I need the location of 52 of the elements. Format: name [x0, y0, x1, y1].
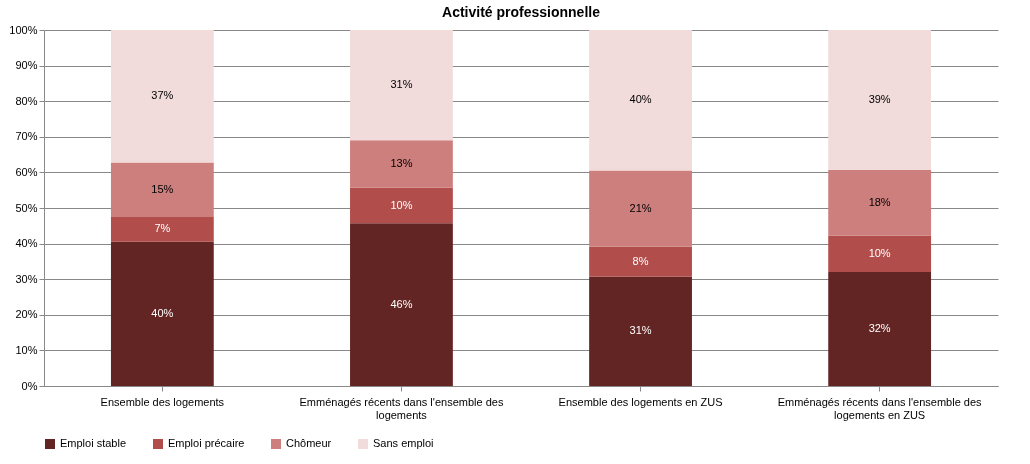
data-label: 21%: [629, 201, 652, 214]
bar: [110, 30, 214, 163]
bar: [828, 30, 932, 170]
bar: [589, 30, 692, 171]
y-tick-label: 0%: [21, 379, 38, 392]
y-tick-label: 80%: [15, 94, 38, 107]
data-label: 18%: [868, 195, 891, 208]
data-label: 31%: [629, 324, 652, 337]
data-label: 31%: [390, 78, 413, 91]
y-tick-label: 50%: [15, 201, 38, 214]
bar: [350, 187, 453, 224]
y-tick-label: 10%: [15, 343, 38, 356]
y-tick-label: 100%: [9, 23, 38, 36]
bar: [828, 272, 932, 386]
data-label: 39%: [868, 92, 891, 105]
bar: [110, 216, 214, 242]
x-tick-label: Emménagés récents dans l'ensemble des logements en ZUS: [777, 395, 983, 421]
legend-label: Chômeur: [286, 437, 332, 449]
bar: [589, 276, 692, 386]
data-label: 37%: [151, 89, 174, 102]
legend-label: Sans emploi: [373, 437, 434, 449]
data-label: 10%: [390, 198, 413, 211]
y-tick-label: 70%: [15, 130, 38, 143]
legend-label: Emploi stable: [60, 437, 127, 449]
bar: [828, 235, 932, 273]
y-tick-label: 30%: [15, 272, 38, 285]
bar: [828, 169, 932, 236]
bar: [110, 241, 214, 386]
bar: [350, 140, 453, 188]
data-label: 15%: [151, 182, 174, 195]
x-tick-label: Emménagés récents dans l'ensemble des logements: [299, 395, 504, 421]
y-tick-label: 40%: [15, 237, 38, 250]
bar: [350, 223, 453, 386]
data-label: 40%: [151, 306, 174, 319]
data-label: 46%: [390, 297, 413, 310]
bar: [589, 170, 692, 247]
x-tick-label: Ensemble des logements: [100, 395, 225, 408]
chart-title: Activité professionnelle: [442, 4, 601, 20]
bar: [350, 30, 453, 141]
data-label: 10%: [868, 246, 891, 259]
y-tick-label: 20%: [15, 308, 38, 321]
data-label: 13%: [390, 157, 413, 170]
bar: [110, 162, 214, 217]
data-label: 32%: [868, 322, 891, 335]
y-tick-label: 60%: [15, 165, 38, 178]
data-label: 40%: [629, 93, 652, 106]
data-label: 8%: [632, 254, 649, 267]
bar: [589, 246, 692, 277]
x-tick-label: Ensemble des logements en ZUS: [558, 395, 723, 408]
legend-label: Emploi précaire: [168, 437, 245, 449]
data-label: 7%: [154, 222, 171, 235]
y-tick-label: 90%: [15, 59, 38, 72]
